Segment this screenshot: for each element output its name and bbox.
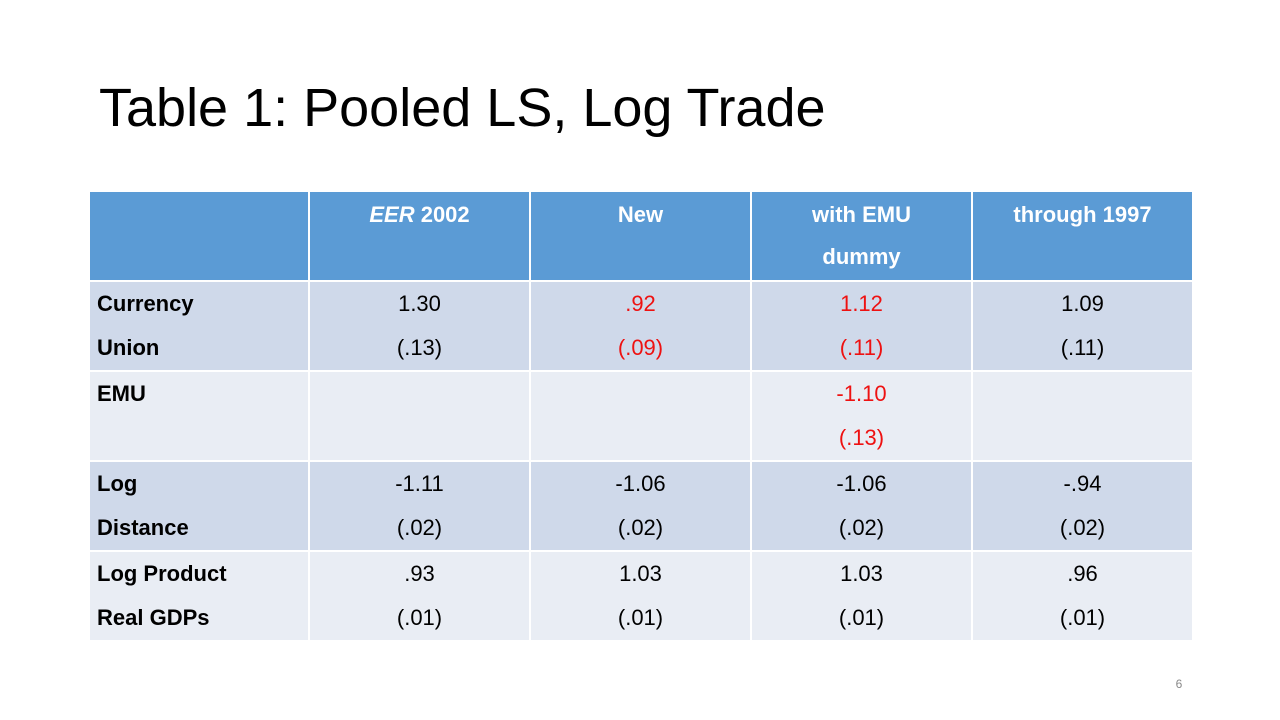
table-cell [529,370,752,462]
table-cell: -.94 (.02) [971,460,1194,552]
row-label-line1: Log Product [97,561,227,586]
row-label-line1: Log [97,471,138,496]
row-label-cell: Log Product Real GDPs [88,550,310,642]
standard-error: (.01) [838,605,885,630]
standard-error: (.02) [617,515,664,540]
table-cell [308,370,531,462]
row-label-line1: Currency [97,291,194,316]
table-cell: .93 (.01) [308,550,531,642]
header-cell-blank [88,190,310,282]
table-row: Log Distance -1.11 (.02) -1.06 (.02) -1.06 (.02… [88,460,1194,552]
coefficient: -1.11 [395,471,444,496]
header-label: through 1997 [1013,202,1152,227]
standard-error: (.01) [396,605,443,630]
table-cell [971,370,1194,462]
table-cell: -1.06 (.02) [529,460,752,552]
coefficient: 1.12 [840,291,883,316]
table-cell: 1.30 (.13) [308,280,531,372]
row-label-line2: Distance [97,515,189,540]
table-cell: 1.09 (.11) [971,280,1194,372]
table-cell: 1.03 (.01) [529,550,752,642]
table-cell: .92 (.09) [529,280,752,372]
row-label-cell: Log Distance [88,460,310,552]
header-label: New [617,202,664,227]
table-row: Currency Union 1.30 (.13) .92 (.09) 1.12 (.11) 1… [88,280,1194,372]
row-label-line2: Union [97,335,160,360]
standard-error: (.02) [1059,515,1106,540]
standard-error: (.02) [838,515,885,540]
slide-title: Table 1: Pooled LS, Log Trade [99,78,826,138]
coefficient: -1.06 [836,471,887,496]
coefficient: -.94 [1063,471,1102,496]
header-cell-through-1997: through 1997 [971,190,1194,282]
header-label-line2: dummy [822,244,901,269]
standard-error: (.11) [1060,335,1105,360]
table-cell: 1.03 (.01) [750,550,973,642]
coefficient: .92 [625,291,656,316]
table-cell: -1.10 (.13) [750,370,973,462]
header-label-line1: with EMU [812,202,911,227]
row-label-line1: EMU [97,381,146,406]
standard-error: (.13) [838,425,885,450]
standard-error: (.01) [617,605,664,630]
standard-error: (.02) [396,515,443,540]
table-header-row: EER 2002 New with EMU dummy through 1997 [88,190,1194,282]
standard-error: (.01) [1059,605,1106,630]
coefficient: 1.03 [840,561,883,586]
coefficient: .93 [404,561,435,586]
coefficient: 1.30 [398,291,441,316]
coefficient: 1.03 [619,561,662,586]
standard-error: (.13) [396,335,443,360]
table-row: Log Product Real GDPs .93 (.01) 1.03 (.01) 1.0… [88,550,1194,642]
header-cell-eer-2002: EER 2002 [308,190,531,282]
coefficient: -1.10 [836,381,887,406]
row-label-cell: Currency Union [88,280,310,372]
standard-error: (.09) [617,335,664,360]
table-row: EMU -1.10 (.13) [88,370,1194,462]
coefficient: .96 [1067,561,1098,586]
results-table: EER 2002 New with EMU dummy through 1997… [88,190,1194,642]
table-cell: -1.11 (.02) [308,460,531,552]
coefficient: 1.09 [1061,291,1104,316]
header-cell-new: New [529,190,752,282]
header-italic-part: EER [369,202,415,227]
table-body: Currency Union 1.30 (.13) .92 (.09) 1.12 (.11) 1… [88,280,1194,642]
header-cell-with-emu-dummy: with EMU dummy [750,190,973,282]
row-label-cell: EMU [88,370,310,462]
row-label-line2: Real GDPs [97,605,210,630]
page-number: 6 [1175,677,1183,691]
table-cell: -1.06 (.02) [750,460,973,552]
coefficient: -1.06 [615,471,666,496]
header-plain-part: 2002 [414,202,470,227]
table-cell: .96 (.01) [971,550,1194,642]
table-cell: 1.12 (.11) [750,280,973,372]
standard-error: (.11) [839,335,884,360]
